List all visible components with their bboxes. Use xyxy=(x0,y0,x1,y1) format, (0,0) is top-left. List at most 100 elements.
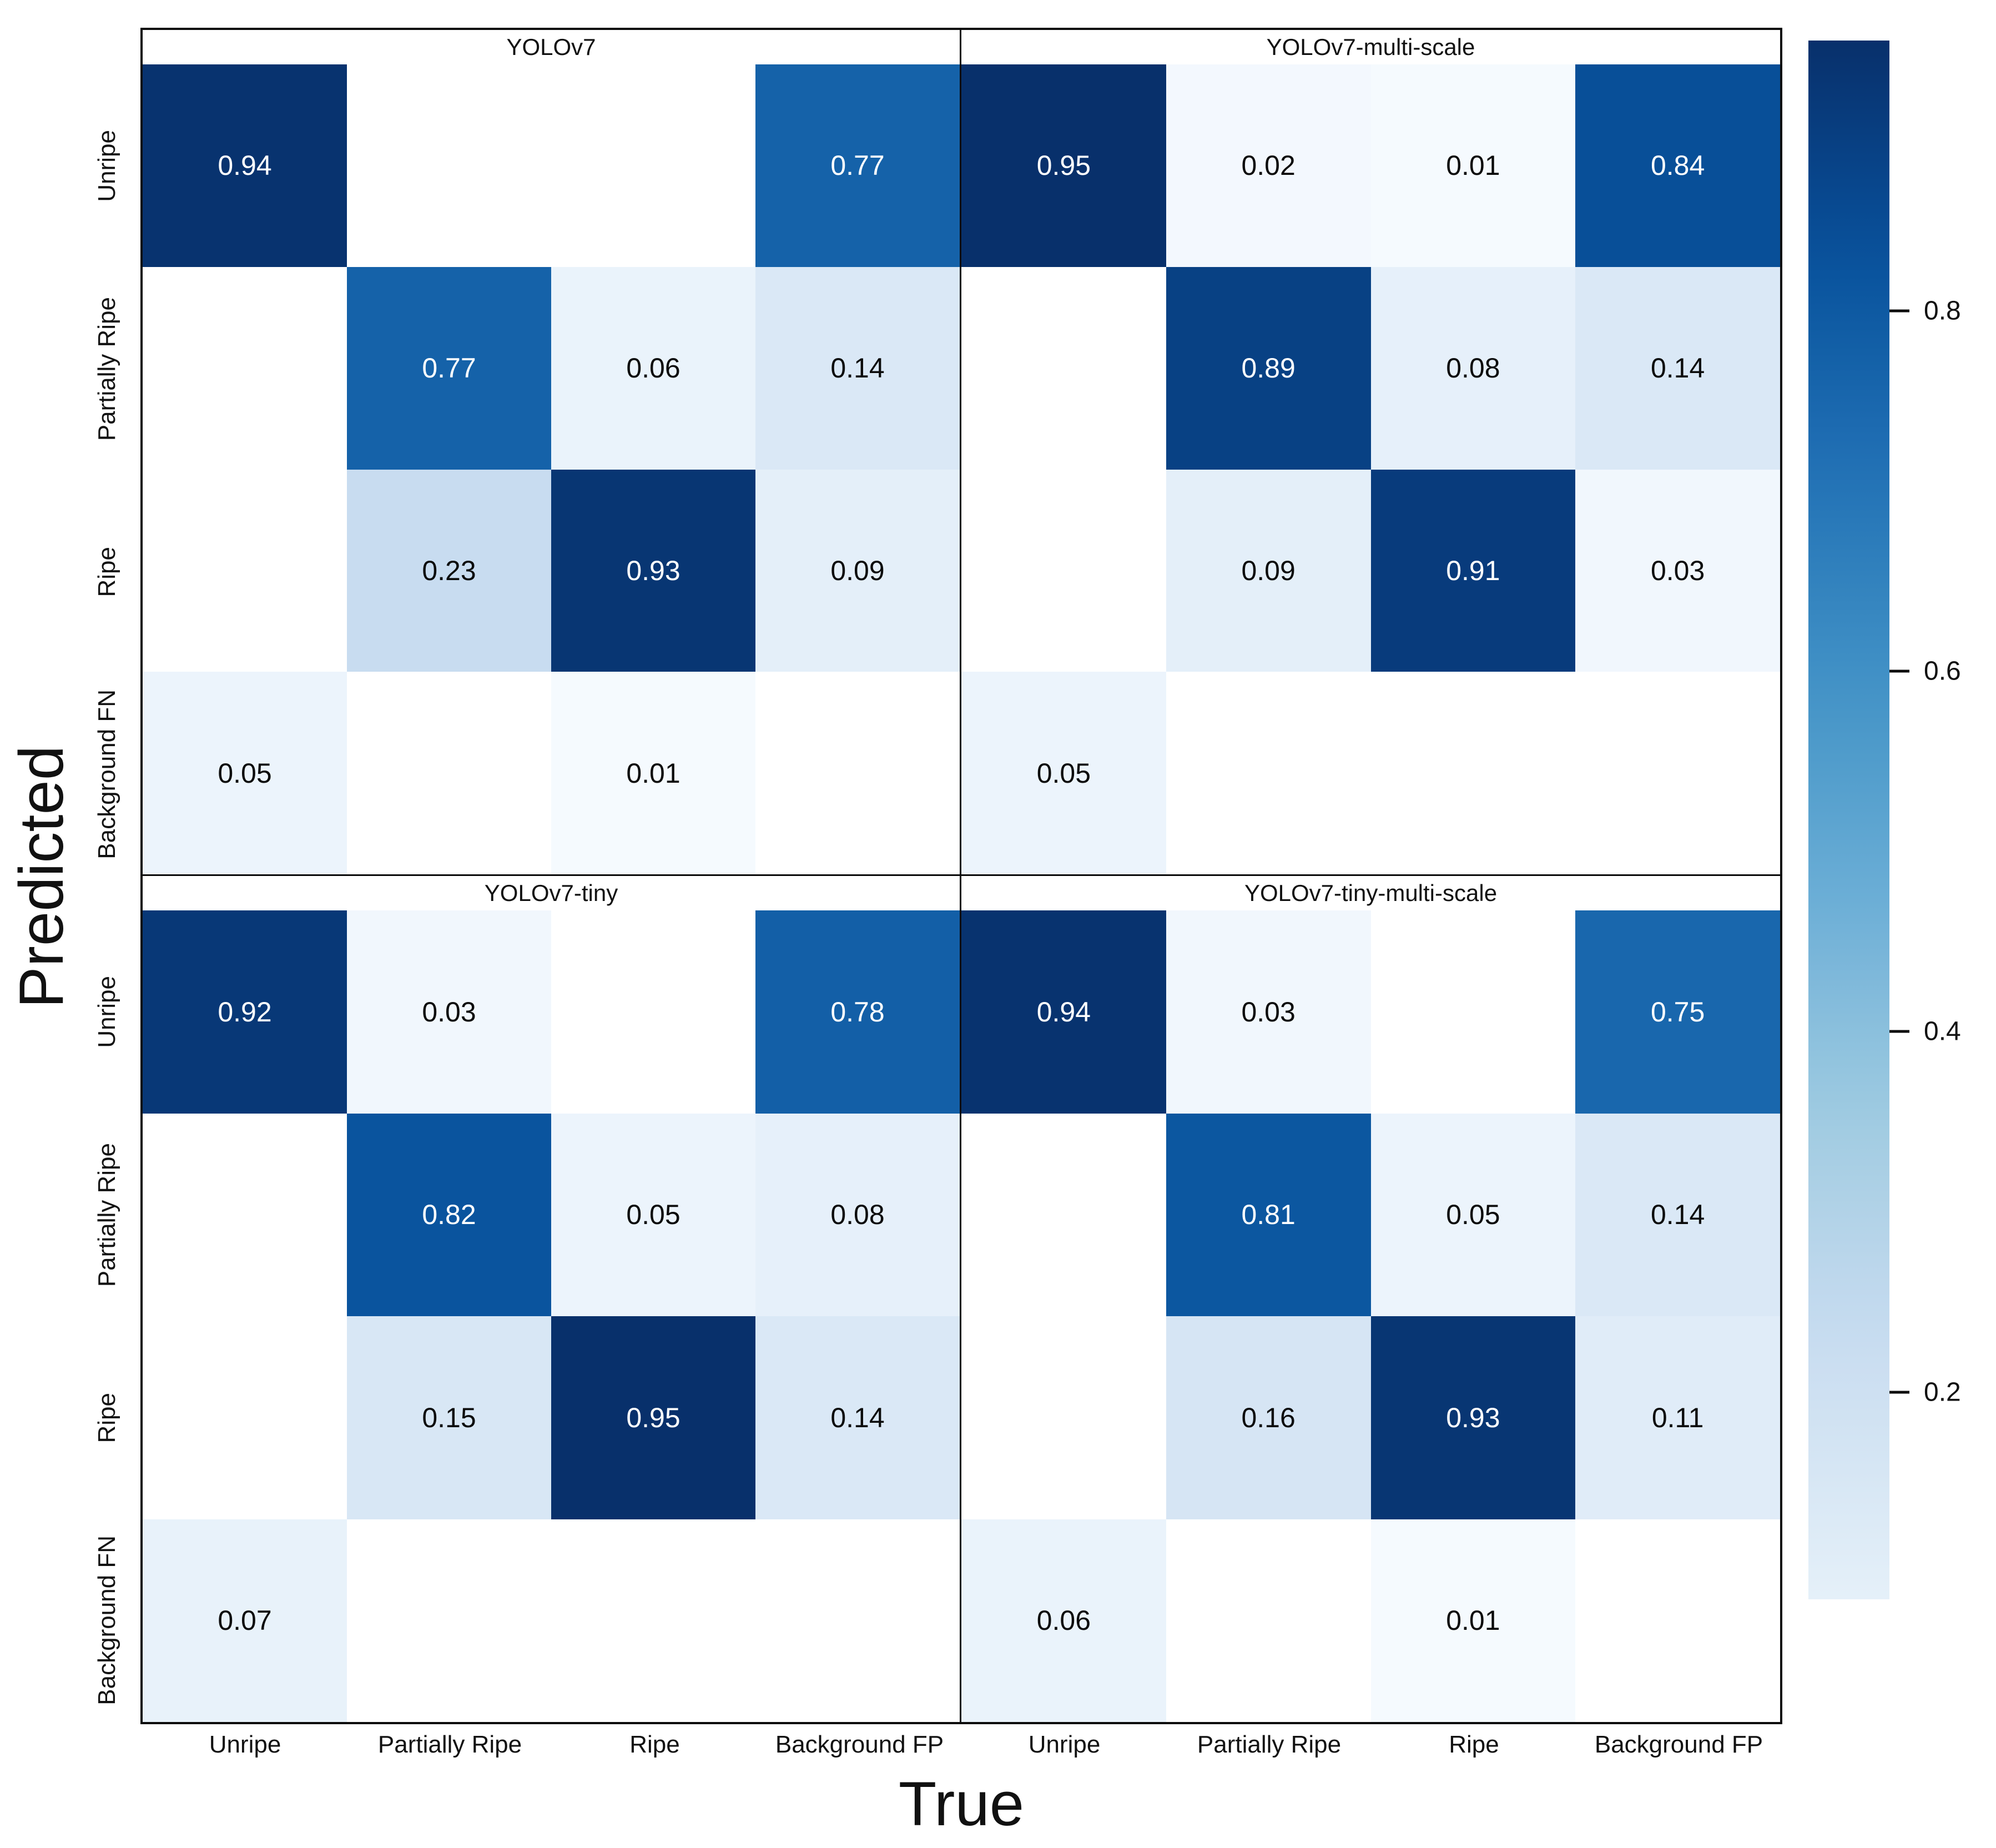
heatmap-cell: 0.92 xyxy=(143,910,347,1114)
heatmap-cell xyxy=(143,1316,347,1519)
heatmap-cell: 0.94 xyxy=(143,64,347,267)
colorbar-tick-label: 0.6 xyxy=(1924,656,1961,686)
heatmap-cell: 0.05 xyxy=(551,1113,755,1316)
heatmap-grid: 0.94 0.03 0.75 0.81 0.05 0.14 0.16 0.93 0.11 0.06… xyxy=(961,910,1780,1722)
heatmap-cell: 0.03 xyxy=(1166,910,1371,1114)
x-tick-label: Ripe xyxy=(629,1731,680,1758)
heatmap-cell xyxy=(1370,910,1576,1114)
y-axis-label-box: Predicted xyxy=(0,29,83,1724)
x-tick-label: Background FP xyxy=(775,1731,944,1758)
colorbar-tick: 0.8 xyxy=(1889,295,1961,326)
heatmap-cell: 0.84 xyxy=(1575,64,1780,267)
heatmap-cell: 0.91 xyxy=(1370,469,1576,672)
y-tick-label-text: Ripe xyxy=(93,546,120,597)
title-spacer xyxy=(77,876,138,910)
subplot-title: YOLOv7 xyxy=(506,34,596,60)
title-spacer xyxy=(77,30,138,64)
heatmap-cell: 0.14 xyxy=(1575,266,1780,470)
heatmap-cell xyxy=(961,266,1166,470)
colorbar-tick-mark xyxy=(1889,1391,1909,1394)
heatmap-cell: 0.14 xyxy=(755,1316,960,1519)
subplot-title: YOLOv7-tiny-multi-scale xyxy=(1244,880,1498,906)
colorbar-tick: 0.2 xyxy=(1889,1377,1961,1407)
colorbar-tick: 0.4 xyxy=(1889,1016,1961,1047)
heatmap-cell: 0.81 xyxy=(1166,1113,1371,1316)
colorbar-tick-mark xyxy=(1889,309,1909,313)
y-tick-label-text: Partially Ripe xyxy=(93,1142,120,1287)
heatmap-cell: 0.23 xyxy=(347,469,551,672)
plot-frame: YOLOv7 0.94 0.77 0.77 0.06 0.14 0.23 0.93 0.09 0.… xyxy=(140,28,1782,1724)
heatmap-cell xyxy=(1166,1519,1371,1722)
colorbar-tick-mark xyxy=(1889,1030,1909,1033)
y-tick-label: Partially Ripe xyxy=(77,1114,138,1317)
heatmap-cell: 0.89 xyxy=(1166,266,1371,470)
heatmap-cell xyxy=(1575,672,1780,874)
y-tick-label-text: Ripe xyxy=(93,1392,120,1443)
subplot-yolov7-multi-scale: YOLOv7-multi-scale 0.95 0.02 0.01 0.84 0.89 0.… xyxy=(961,30,1780,876)
heatmap-cell: 0.01 xyxy=(1370,1519,1576,1722)
heatmap-cell xyxy=(551,64,755,267)
colorbar-tick-label: 0.2 xyxy=(1924,1377,1961,1407)
heatmap-cell: 0.95 xyxy=(961,64,1166,267)
y-tick-label-text: Background FN xyxy=(93,689,120,860)
heatmap-cell xyxy=(143,469,347,672)
heatmap-cell: 0.08 xyxy=(755,1113,960,1316)
y-tick-label: Background FN xyxy=(77,1519,138,1723)
subplot-yolov7: YOLOv7 0.94 0.77 0.77 0.06 0.14 0.23 0.93 0.09 0.… xyxy=(143,30,961,876)
heatmap-grid: 0.92 0.03 0.78 0.82 0.05 0.08 0.15 0.95 0.14 0.07 xyxy=(143,910,960,1722)
heatmap-cell: 0.03 xyxy=(1575,469,1780,672)
heatmap-cell xyxy=(961,1113,1166,1316)
x-tick-label: Ripe xyxy=(1449,1731,1499,1758)
colorbar-tick-mark xyxy=(1889,669,1909,673)
x-tick-label: Background FP xyxy=(1594,1731,1763,1758)
y-axis-label: Predicted xyxy=(7,745,77,1008)
subplot-title: YOLOv7-multi-scale xyxy=(1266,34,1475,60)
heatmap-cell: 0.95 xyxy=(551,1316,755,1519)
heatmap-cell xyxy=(143,1113,347,1316)
heatmap-cell: 0.01 xyxy=(551,672,755,874)
x-tick-label: Unripe xyxy=(1028,1731,1101,1758)
heatmap-cell xyxy=(755,672,960,874)
subplot-title: YOLOv7-tiny xyxy=(484,880,618,906)
heatmap-cell: 0.93 xyxy=(1370,1316,1576,1519)
heatmap-cell: 0.93 xyxy=(551,469,755,672)
heatmap-cell: 0.15 xyxy=(347,1316,551,1519)
y-tick-label: Background FN xyxy=(77,673,138,877)
heatmap-cell: 0.03 xyxy=(347,910,551,1114)
heatmap-cell: 0.09 xyxy=(1166,469,1371,672)
x-tick-label: Partially Ripe xyxy=(377,1731,522,1758)
colorbar-tick-label: 0.4 xyxy=(1924,1016,1961,1046)
heatmap-cell: 0.94 xyxy=(961,910,1166,1114)
heatmap-cell: 0.78 xyxy=(755,910,960,1114)
heatmap-cell xyxy=(961,469,1166,672)
y-tick-label-text: Background FN xyxy=(93,1535,120,1706)
colorbar-tick: 0.6 xyxy=(1889,656,1961,687)
heatmap-grid: 0.95 0.02 0.01 0.84 0.89 0.08 0.14 0.09 0.91 0.03… xyxy=(961,64,1780,874)
y-tick-label: Unripe xyxy=(77,910,138,1114)
heatmap-cell: 0.75 xyxy=(1575,910,1780,1114)
heatmap-cell: 0.14 xyxy=(755,266,960,470)
heatmap-cell: 0.09 xyxy=(755,469,960,672)
heatmap-cell: 0.06 xyxy=(551,266,755,470)
y-tick-label: Ripe xyxy=(77,1316,138,1519)
heatmap-cell xyxy=(1575,1519,1780,1722)
heatmap-cell: 0.05 xyxy=(143,672,347,874)
x-tick-label: Partially Ripe xyxy=(1197,1731,1342,1758)
subplot-yolov7-tiny: YOLOv7-tiny 0.92 0.03 0.78 0.82 0.05 0.08 0.15 0… xyxy=(143,876,961,1722)
heatmap-grid: 0.94 0.77 0.77 0.06 0.14 0.23 0.93 0.09 0.05 0.01 xyxy=(143,64,960,874)
y-tick-label: Ripe xyxy=(77,470,138,673)
y-tick-label-text: Partially Ripe xyxy=(93,296,120,441)
colorbar xyxy=(1808,41,1889,1599)
y-tick-label-text: Unripe xyxy=(93,129,120,202)
heatmap-cell xyxy=(347,672,551,874)
heatmap-cell xyxy=(347,64,551,267)
heatmap-cell xyxy=(347,1519,551,1722)
x-axis-label-box: True xyxy=(140,1768,1782,1840)
heatmap-cell: 0.14 xyxy=(1575,1113,1780,1316)
heatmap-cell xyxy=(1370,672,1576,874)
heatmap-cell: 0.07 xyxy=(143,1519,347,1722)
y-tick-label: Unripe xyxy=(77,64,138,268)
heatmap-cell: 0.01 xyxy=(1370,64,1576,267)
heatmap-cell: 0.77 xyxy=(347,266,551,470)
